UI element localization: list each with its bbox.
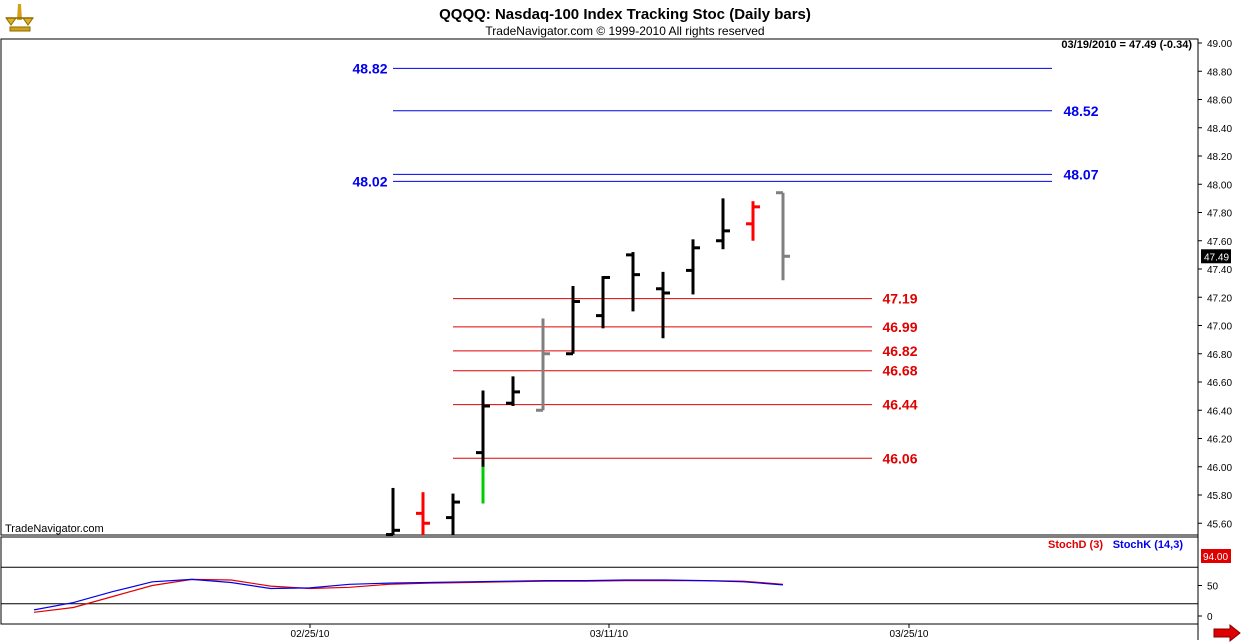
ohlc-bar — [596, 275, 610, 329]
ohlc-bar — [776, 191, 790, 281]
ohlc-bar — [506, 376, 520, 407]
y-tick-label: 47.20 — [1207, 293, 1232, 304]
y-tick-label: 47.00 — [1207, 322, 1232, 333]
x-tick-label: 03/25/10 — [890, 629, 929, 640]
right-arrow-icon[interactable] — [1213, 623, 1241, 643]
resistance-label: 48.02 — [352, 173, 387, 189]
y-tick-label: 46.60 — [1207, 378, 1232, 389]
x-axis: 02/25/10 03/11/10 03/25/10 — [291, 624, 929, 640]
ohlc-bar — [476, 390, 490, 504]
resistance-label: 48.82 — [352, 60, 387, 76]
stoch-tick-label: 50 — [1207, 582, 1219, 593]
y-tick-label: 45.60 — [1207, 519, 1232, 530]
ohlc-bar — [536, 318, 550, 412]
y-tick-label: 45.80 — [1207, 491, 1232, 502]
ohlc-bar — [746, 201, 760, 241]
stoch-k-legend: StochK (14,3) — [1113, 539, 1184, 551]
y-tick-label: 48.40 — [1207, 124, 1232, 135]
stoch-d-legend: StochD (3) — [1048, 539, 1103, 551]
ohlc-bar — [386, 487, 400, 537]
watermark: TradeNavigator.com — [5, 523, 104, 535]
y-tick-label: 47.80 — [1207, 209, 1232, 220]
support-label: 46.68 — [882, 363, 917, 379]
bars-layer — [386, 191, 790, 537]
y-tick-label: 46.00 — [1207, 463, 1232, 474]
chart-title: QQQQ: Nasdaq-100 Index Tracking Stoc (Da… — [439, 6, 811, 23]
ohlc-bar — [656, 271, 670, 339]
chart-subtitle: TradeNavigator.com © 1999-2010 All right… — [485, 24, 764, 38]
y-tick-label: 47.40 — [1207, 265, 1232, 276]
y-axis: 49.00 48.80 48.60 48.40 48.20 48.00 47.80 47.60… — [1198, 39, 1232, 530]
y-tick-label: 46.40 — [1207, 406, 1232, 417]
resistance-label: 48.52 — [1063, 103, 1098, 119]
stochastic-lines: 50 0 94.00 — [1, 549, 1231, 623]
price-panel — [0, 38, 1199, 536]
resistance-label: 48.07 — [1063, 166, 1098, 182]
ohlc-bar — [416, 492, 430, 535]
stoch-series-line — [33, 578, 784, 613]
y-tick-label: 48.20 — [1207, 152, 1232, 163]
support-label: 46.99 — [882, 319, 917, 335]
support-label: 46.06 — [882, 450, 917, 466]
y-tick-label: 48.00 — [1207, 180, 1232, 191]
ohlc-bar — [686, 239, 700, 295]
support-label: 47.19 — [882, 291, 917, 307]
x-tick-label: 02/25/10 — [291, 629, 330, 640]
logo-icon — [5, 4, 34, 32]
ohlc-bar — [566, 285, 580, 356]
last-price-label: 47.49 — [1204, 252, 1229, 263]
ohlc-bar — [716, 198, 730, 250]
ohlc-bar — [446, 493, 460, 535]
y-tick-label: 47.60 — [1207, 237, 1232, 248]
y-tick-label: 46.80 — [1207, 350, 1232, 361]
y-tick-label: 46.20 — [1207, 435, 1232, 446]
x-tick-label: 03/11/10 — [590, 629, 629, 640]
y-tick-label: 48.80 — [1207, 67, 1232, 78]
support-label: 46.44 — [882, 397, 917, 413]
ohlc-bar — [626, 252, 640, 312]
stoch-current-label: 94.00 — [1203, 552, 1228, 563]
support-label: 46.82 — [882, 343, 917, 359]
y-tick-label: 49.00 — [1207, 39, 1232, 50]
stoch-tick-label: 0 — [1207, 612, 1213, 623]
stoch-series-line — [33, 578, 784, 611]
last-quote: 03/19/2010 = 47.49 (-0.34) — [1061, 39, 1192, 51]
y-tick-label: 48.60 — [1207, 96, 1232, 107]
